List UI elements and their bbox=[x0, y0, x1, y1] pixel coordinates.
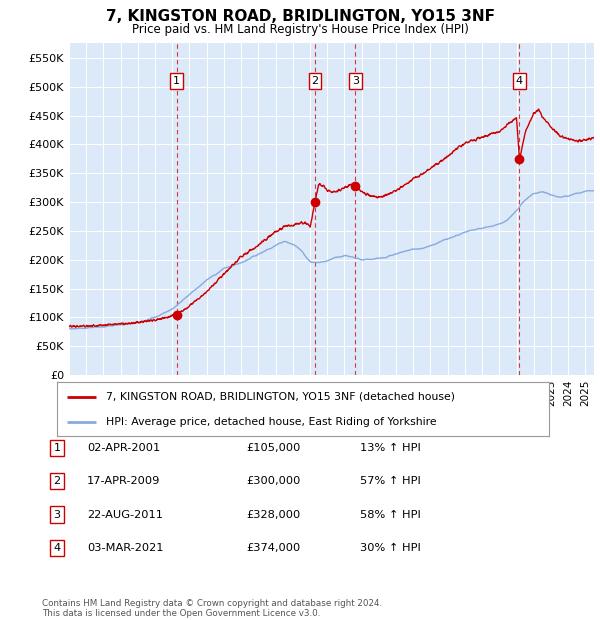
Text: £105,000: £105,000 bbox=[246, 443, 301, 453]
Text: 3: 3 bbox=[53, 510, 61, 520]
Text: 7, KINGSTON ROAD, BRIDLINGTON, YO15 3NF: 7, KINGSTON ROAD, BRIDLINGTON, YO15 3NF bbox=[106, 9, 494, 24]
Text: 17-APR-2009: 17-APR-2009 bbox=[87, 476, 160, 486]
Text: 13% ↑ HPI: 13% ↑ HPI bbox=[360, 443, 421, 453]
Text: £374,000: £374,000 bbox=[246, 543, 300, 553]
Text: 1: 1 bbox=[173, 76, 180, 86]
Text: £328,000: £328,000 bbox=[246, 510, 300, 520]
Text: 58% ↑ HPI: 58% ↑ HPI bbox=[360, 510, 421, 520]
Text: 02-APR-2001: 02-APR-2001 bbox=[87, 443, 160, 453]
Text: 2: 2 bbox=[53, 476, 61, 486]
Text: 7, KINGSTON ROAD, BRIDLINGTON, YO15 3NF (detached house): 7, KINGSTON ROAD, BRIDLINGTON, YO15 3NF … bbox=[106, 392, 455, 402]
Text: 1: 1 bbox=[53, 443, 61, 453]
Text: Contains HM Land Registry data © Crown copyright and database right 2024.
This d: Contains HM Land Registry data © Crown c… bbox=[42, 599, 382, 618]
Text: 57% ↑ HPI: 57% ↑ HPI bbox=[360, 476, 421, 486]
Text: HPI: Average price, detached house, East Riding of Yorkshire: HPI: Average price, detached house, East… bbox=[106, 417, 437, 427]
Text: £300,000: £300,000 bbox=[246, 476, 301, 486]
Text: 30% ↑ HPI: 30% ↑ HPI bbox=[360, 543, 421, 553]
Text: 2: 2 bbox=[311, 76, 319, 86]
Text: 22-AUG-2011: 22-AUG-2011 bbox=[87, 510, 163, 520]
Text: 3: 3 bbox=[352, 76, 359, 86]
Text: 4: 4 bbox=[53, 543, 61, 553]
Text: 03-MAR-2021: 03-MAR-2021 bbox=[87, 543, 163, 553]
Text: Price paid vs. HM Land Registry's House Price Index (HPI): Price paid vs. HM Land Registry's House … bbox=[131, 23, 469, 36]
Text: 4: 4 bbox=[516, 76, 523, 86]
